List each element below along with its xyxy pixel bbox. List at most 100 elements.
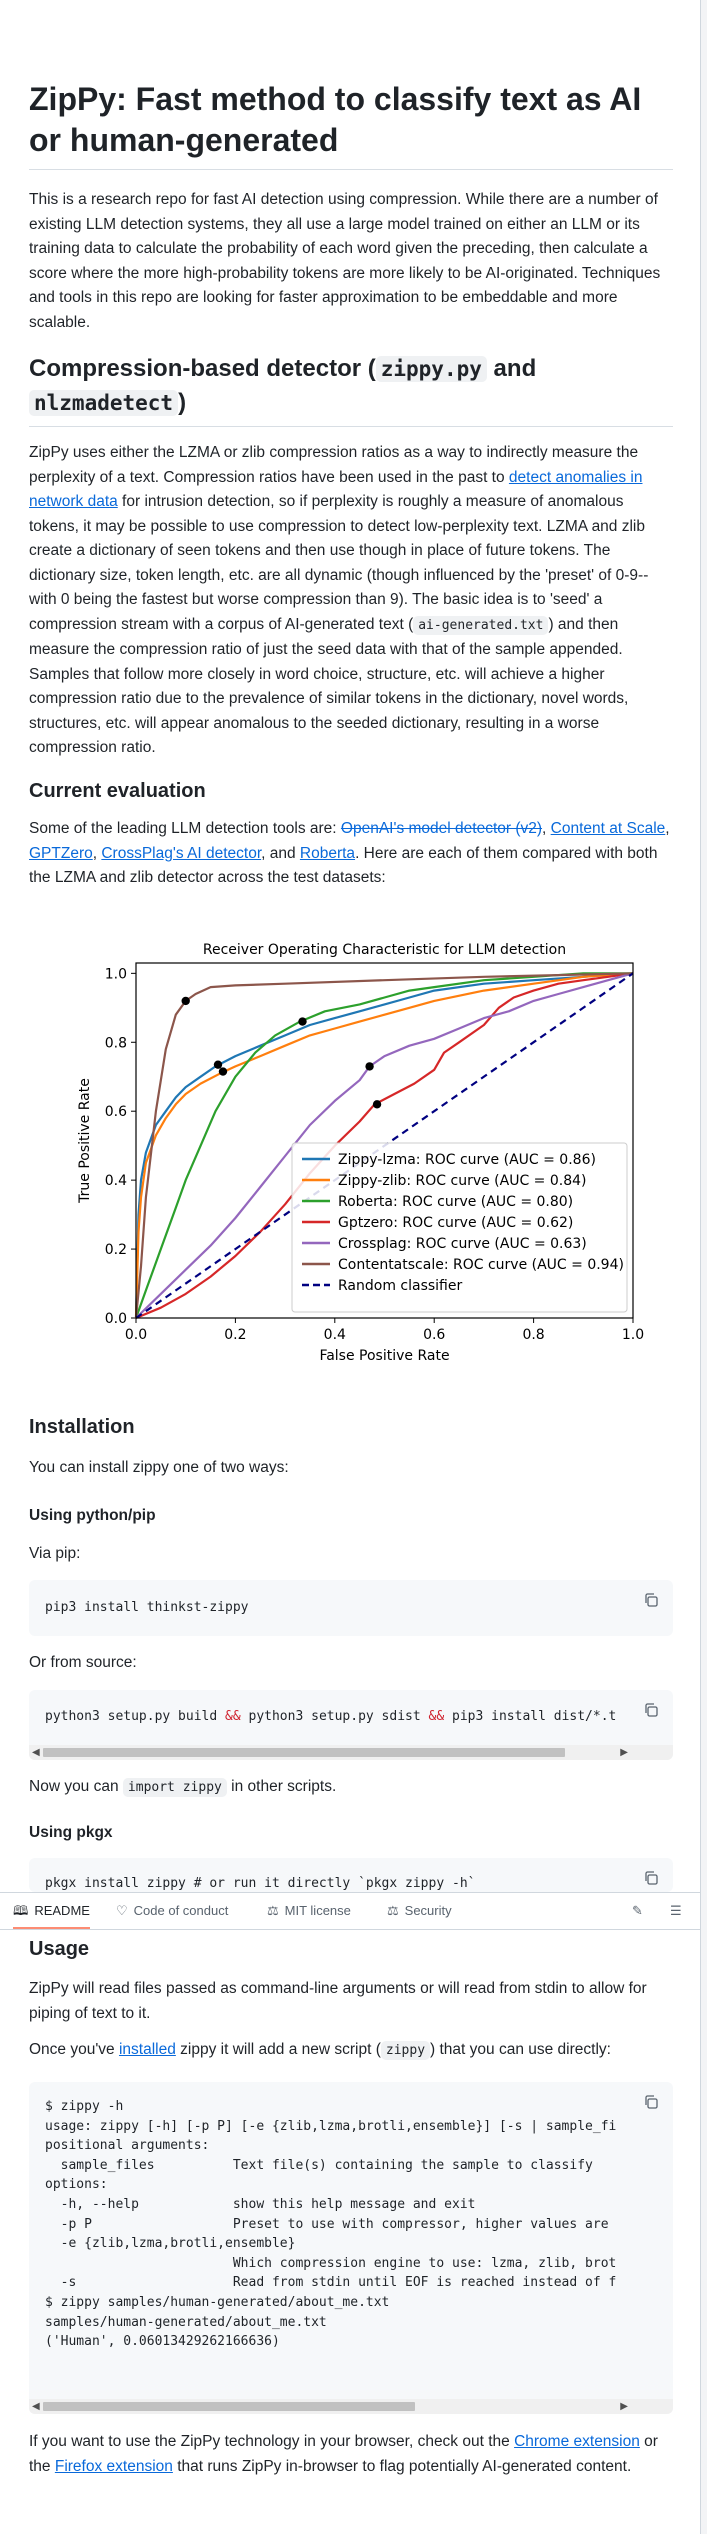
series-line xyxy=(134,972,633,1319)
heading-text: Compression-based detector ( xyxy=(29,355,376,382)
scroll-left-icon[interactable]: ◀ xyxy=(32,1747,40,1758)
separator: , xyxy=(665,820,670,837)
tab-license[interactable]: ⚖ MIT license xyxy=(267,1893,351,1929)
paragraph-text: that runs ZipPy in-browser to flag poten… xyxy=(172,2457,632,2475)
pip-code-block: pip3 install thinkst-zippy xyxy=(29,1580,673,1636)
x-tick-label: 0.6 xyxy=(423,1327,445,1343)
paragraph-text: zippy it will add a new script ( xyxy=(175,2041,381,2058)
usage-install-paragraph: Once you've installed zippy it will add … xyxy=(29,2038,673,2064)
horizontal-scrollbar[interactable]: ◀ ▶ xyxy=(29,2399,673,2414)
y-tick-label: 0.8 xyxy=(105,1035,127,1051)
pkgx-command: pkgx install zippy # or run it directly … xyxy=(45,1876,476,1891)
heading-text: ) xyxy=(178,389,187,416)
code-line: samples/human-generated/about_me.txt xyxy=(45,2314,327,2330)
page-scrollbar[interactable] xyxy=(700,0,707,2534)
scroll-left-icon[interactable]: ◀ xyxy=(32,2401,40,2412)
threshold-marker xyxy=(213,1060,223,1069)
scroll-right-icon[interactable]: ▶ xyxy=(620,1747,628,1758)
paragraph-text: for intrusion detection, so if perplexit… xyxy=(29,493,649,633)
source-command: python3 setup.py build && python3 setup.… xyxy=(45,1707,616,1727)
usage-heading: Usage xyxy=(29,1938,90,1960)
paragraph-text: or the xyxy=(29,2433,658,2475)
paragraph-text: ) and then measure the compression ratio… xyxy=(29,615,629,757)
y-axis-label: True Positive Rate xyxy=(77,1078,93,1204)
from-source-text: Or from source: xyxy=(29,1654,137,1671)
inline-code: ai-generated.txt xyxy=(413,615,549,635)
legend-label: Crossplag: ROC curve (AUC = 0.63) xyxy=(338,1236,587,1252)
x-tick-label: 0.2 xyxy=(224,1327,246,1343)
y-tick-label: 1.0 xyxy=(105,966,127,982)
code-line: positional arguments: xyxy=(45,2138,210,2154)
heart-icon: ♡ xyxy=(116,1903,128,1918)
code-line: ('Human', 0.06013429262166636) xyxy=(45,2334,280,2350)
copy-icon[interactable] xyxy=(643,2094,659,2110)
tab-code-of-conduct[interactable]: ♡ Code of conduct xyxy=(116,1893,228,1929)
x-tick-label: 0.8 xyxy=(522,1327,544,1343)
edit-file-button[interactable]: ✎ xyxy=(632,1893,649,1929)
legend-box xyxy=(291,1142,628,1313)
paragraph-text: Once you've xyxy=(29,2041,119,2058)
legend-label: Zippy-lzma: ROC curve (AUC = 0.86) xyxy=(338,1152,596,1168)
code-line: options: xyxy=(45,2177,108,2193)
y-tick-label: 0.0 xyxy=(105,1311,127,1327)
anomaly-detection-link[interactable]: detect anomalies in network data xyxy=(29,468,643,511)
tab-label: MIT license xyxy=(284,1903,351,1918)
via-pip-text: Via pip: xyxy=(29,1545,81,1562)
legend-label: Roberta: ROC curve (AUC = 0.80) xyxy=(338,1194,573,1210)
legend-label: Zippy-zlib: ROC curve (AUC = 0.84) xyxy=(338,1173,587,1189)
series-line xyxy=(134,972,634,1319)
horizontal-scrollbar[interactable]: ◀ ▶ xyxy=(29,1745,673,1760)
code-line: -e {zlib,lzma,brotli,ensemble} xyxy=(45,2236,296,2252)
threshold-marker xyxy=(298,1017,307,1026)
code-line: -s Read from stdin until EOF is reached … xyxy=(45,2275,617,2291)
evaluation-heading: Current evaluation xyxy=(29,780,206,802)
pip-heading: Using python/pip xyxy=(29,1507,156,1524)
copy-icon[interactable] xyxy=(643,1870,659,1886)
inline-code: zippy xyxy=(380,2041,431,2060)
legend-label: Random classifier xyxy=(338,1278,462,1294)
chrome-extension-link[interactable]: Chrome extension xyxy=(514,2433,640,2450)
compression-paragraph: ZipPy uses either the LZMA or zlib compr… xyxy=(29,441,673,761)
gptzero-link[interactable]: GPTZero xyxy=(29,844,93,862)
import-paragraph: Now you can import zippy in other script… xyxy=(29,1775,673,1801)
roc-chart: Receiver Operating Characteristic for LL… xyxy=(77,942,644,1364)
separator: , xyxy=(92,844,102,862)
threshold-marker xyxy=(365,1062,374,1071)
code-text: usage: zippy [-h] [-p P] [-e {zlib,lzma,… xyxy=(45,2118,617,2134)
legend-label: Gptzero: ROC curve (AUC = 0.62) xyxy=(338,1215,573,1231)
y-tick-label: 0.6 xyxy=(105,1104,127,1120)
crossplag-link[interactable]: CrossPlag's AI detector xyxy=(101,844,262,862)
scroll-right-icon[interactable]: ▶ xyxy=(620,2401,628,2412)
paragraph-text: ) that you can use directly: xyxy=(430,2041,611,2058)
heading-code: nlzmadetect xyxy=(29,390,179,416)
code-line: sample_files Text file(s) containing the… xyxy=(45,2157,593,2173)
roberta-link[interactable]: Roberta xyxy=(299,844,356,862)
copy-icon[interactable] xyxy=(643,1702,659,1718)
scrollbar-thumb[interactable] xyxy=(43,2402,415,2411)
pencil-icon: ✎ xyxy=(632,1903,643,1918)
firefox-extension-link[interactable]: Firefox extension xyxy=(54,2457,173,2475)
copy-icon[interactable] xyxy=(643,1592,659,1608)
heading-code: zippy.py xyxy=(375,356,487,382)
series-line xyxy=(135,972,634,1319)
tab-readme[interactable]: 🕮 README xyxy=(13,1893,90,1929)
source-code-block: python3 setup.py build && python3 setup.… xyxy=(29,1690,673,1760)
code-text: pip3 install dist/*.t xyxy=(444,1709,617,1724)
code-line: $ zippy -h xyxy=(45,2099,124,2114)
tab-security[interactable]: ⚖ Security xyxy=(387,1893,452,1929)
scrollbar-thumb[interactable] xyxy=(43,1748,565,1757)
threshold-marker xyxy=(218,1067,228,1076)
extensions-paragraph: If you want to use the ZipPy technology … xyxy=(29,2430,673,2479)
usage-code: $ zippy -h usage: zippy [-h] [-p P] [-e … xyxy=(45,2097,616,2352)
paragraph-text: If you want to use the ZipPy technology … xyxy=(29,2433,515,2450)
separator: , and xyxy=(261,844,300,862)
evaluation-paragraph: Some of the leading LLM detection tools … xyxy=(29,817,673,891)
intro-paragraph: This is a research repo for fast AI dete… xyxy=(29,191,661,331)
openai-detector-link[interactable]: OpenAI's model detector (v2) xyxy=(340,820,543,837)
code-operator: && xyxy=(428,1709,445,1724)
tab-label: README xyxy=(34,1903,90,1918)
installed-link[interactable]: installed xyxy=(118,2041,176,2058)
pkgx-heading: Using pkgx xyxy=(29,1824,113,1841)
content-at-scale-link[interactable]: Content at Scale xyxy=(550,820,666,837)
outline-button[interactable]: ☰ xyxy=(670,1893,688,1929)
